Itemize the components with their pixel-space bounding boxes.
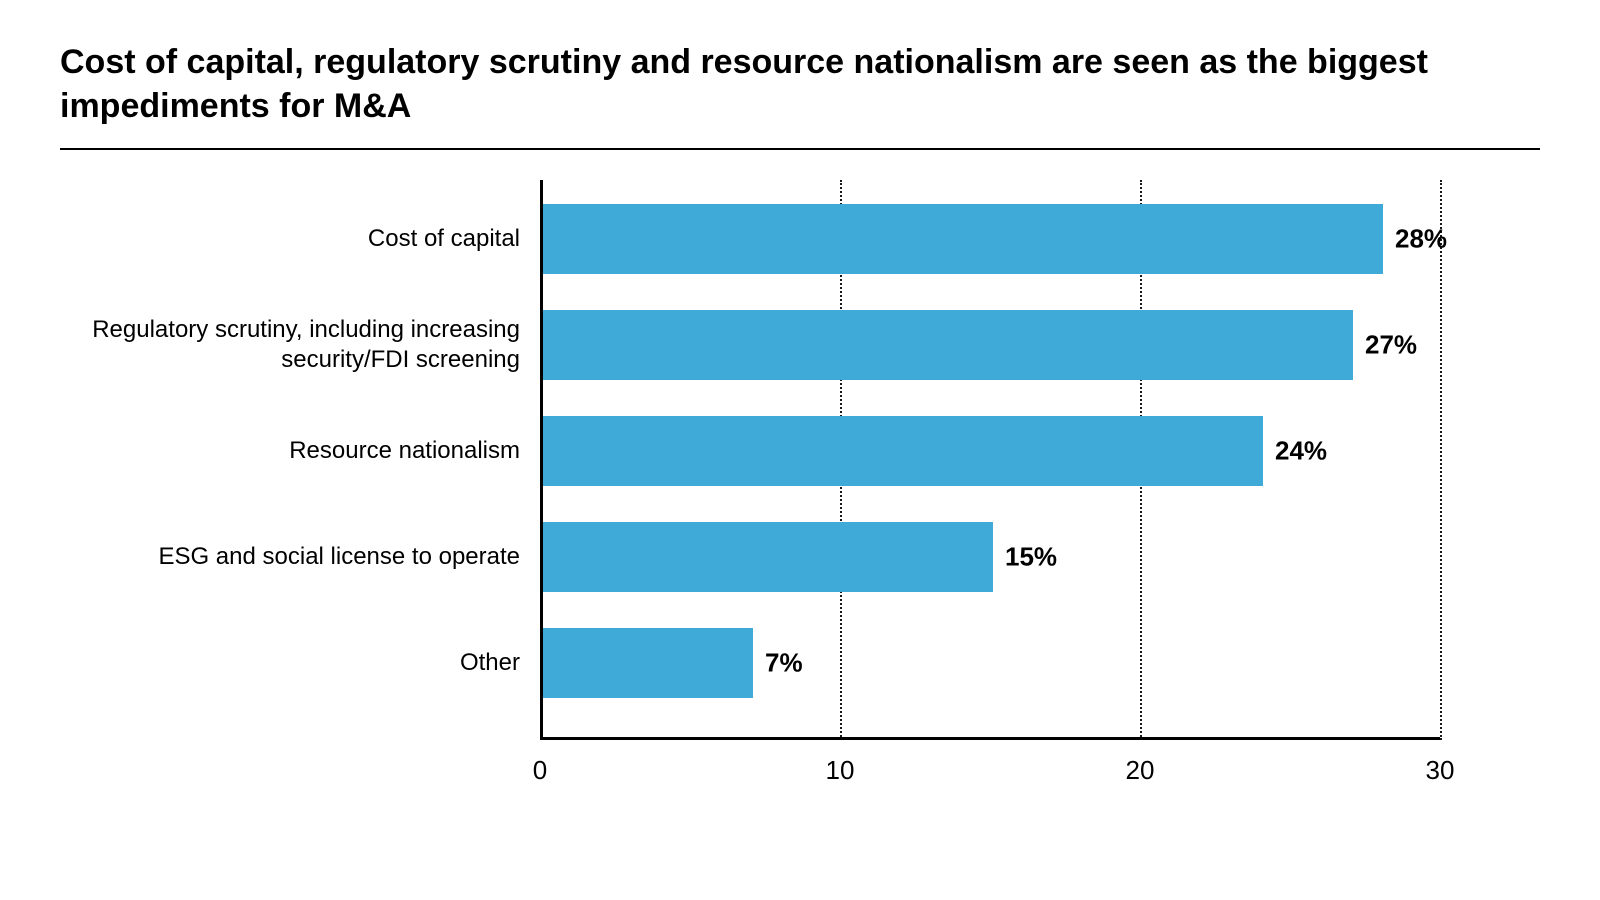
bar-row: Regulatory scrutiny, including increasin… bbox=[540, 310, 1440, 380]
bar-row: ESG and social license to operate15% bbox=[540, 522, 1440, 592]
bar-rect: 24% bbox=[543, 416, 1263, 486]
bar-value: 27% bbox=[1365, 330, 1417, 361]
bar-label: Regulatory scrutiny, including increasin… bbox=[60, 315, 520, 375]
chart-title: Cost of capital, regulatory scrutiny and… bbox=[60, 40, 1460, 128]
bar-rect: 27% bbox=[543, 310, 1353, 380]
x-tick-label: 10 bbox=[826, 755, 855, 786]
title-divider bbox=[60, 148, 1540, 150]
plot-region: Cost of capital28% Regulatory scrutiny, i… bbox=[540, 180, 1440, 740]
x-tick-label: 30 bbox=[1426, 755, 1455, 786]
gridline bbox=[1440, 180, 1442, 740]
bar-value: 28% bbox=[1395, 224, 1447, 255]
bar-rect: 7% bbox=[543, 628, 753, 698]
x-tick-label: 20 bbox=[1126, 755, 1155, 786]
bar-row: Other7% bbox=[540, 628, 1440, 698]
x-tick-label: 0 bbox=[533, 755, 547, 786]
chart-area: Cost of capital28%Regulatory scrutiny, i… bbox=[60, 180, 1520, 830]
bar-label: Resource nationalism bbox=[60, 436, 520, 466]
bar-label: Other bbox=[60, 648, 520, 678]
bar-label: Cost of capital bbox=[60, 224, 520, 254]
bar-value: 24% bbox=[1275, 436, 1327, 467]
bar-value: 15% bbox=[1005, 542, 1057, 573]
bar-rect: 15% bbox=[543, 522, 993, 592]
bar-rect: 28% bbox=[543, 204, 1383, 274]
bar-value: 7% bbox=[765, 648, 803, 679]
bar-label: ESG and social license to operate bbox=[60, 542, 520, 572]
bar-row: Cost of capital28% bbox=[540, 204, 1440, 274]
x-axis-line bbox=[540, 737, 1440, 740]
bar-row: Resource nationalism24% bbox=[540, 416, 1440, 486]
